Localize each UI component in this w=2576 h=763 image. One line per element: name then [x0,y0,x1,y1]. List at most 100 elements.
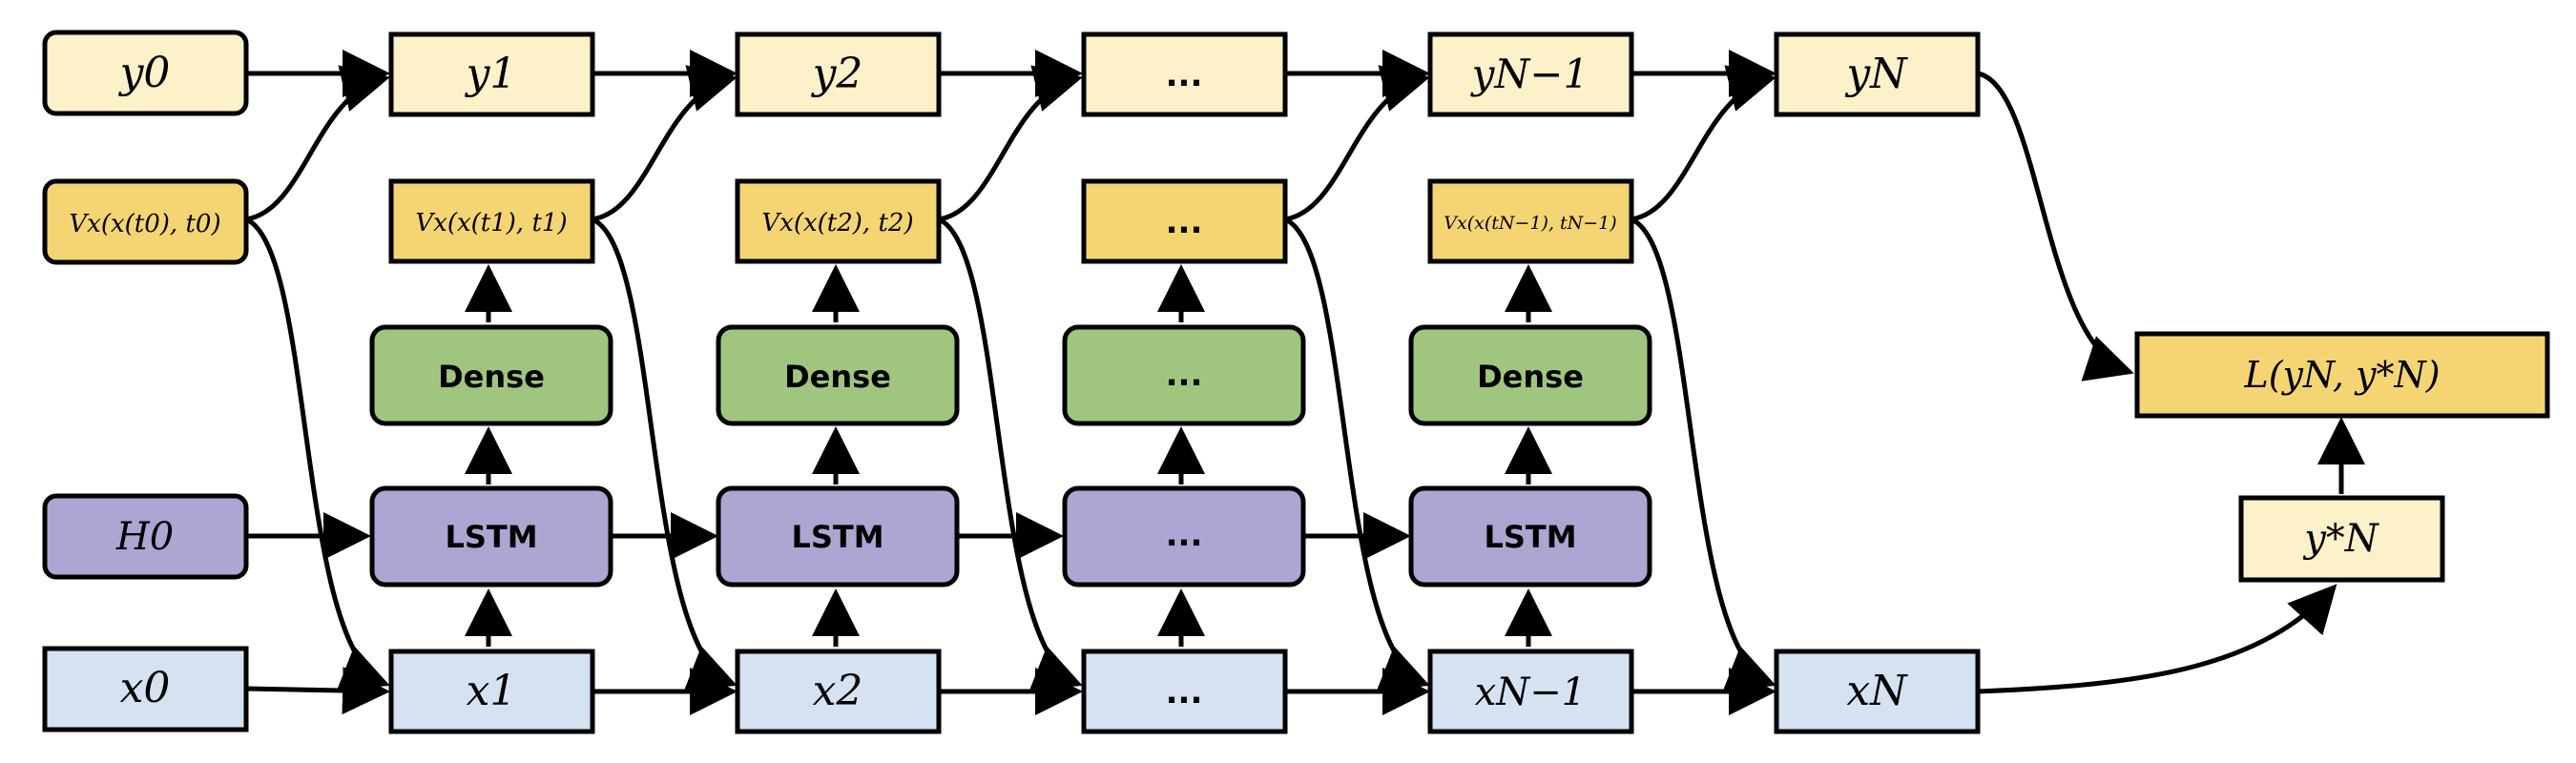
node-v1: Vx(x(t1), t1) [388,178,595,264]
node-y-dots-box [1081,31,1288,117]
node-lstm-dots: ... [1062,485,1306,588]
node-y0: y0 [42,30,249,116]
node-x1: x1 [388,649,595,734]
node-lstm-1: LSTM [369,485,613,588]
node-vN1-label: Vx(x(tN−1), tN−1) [1444,213,1616,234]
node-target: y*N [2238,495,2445,583]
node-h0-box [42,493,249,580]
node-dense-2-box [716,324,960,426]
node-target-label: y*N [2302,517,2380,561]
node-lstm-N1: LSTM [1408,485,1652,588]
node-yN1-label: yN−1 [1470,51,1589,97]
node-y1-box [388,31,595,117]
edge-xN-target [1977,584,2337,694]
node-loss-label: L(yN, y*N) [2243,354,2440,396]
node-yN1-box [1427,31,1634,117]
edge-v0-x1 [244,217,390,691]
edge-vdots-xN1 [1283,217,1430,691]
node-xN: xN [1774,649,1981,734]
node-dense-N1-box [1408,324,1652,426]
node-v1-box [388,178,595,264]
node-x-dots-label: ... [1166,673,1203,711]
edge-vdots-yN1 [1284,65,1430,222]
node-v2-box [735,178,942,264]
node-dense-dots-label: ... [1166,356,1203,394]
node-xN1: xN−1 [1427,649,1634,734]
node-y0-label: y0 [118,49,171,97]
node-v0-label: Vx(x(t0), t0) [69,210,220,238]
edge-v2-xdots [937,217,1083,691]
node-x-dots: ... [1081,649,1288,734]
node-dense-N1-label: Dense [1477,359,1584,395]
edge-v2-ydots [938,65,1083,222]
edge-yN-loss [1977,71,2134,382]
node-x0-label: x0 [120,664,171,712]
node-y2: y2 [735,31,942,117]
node-xN1-label: xN−1 [1475,670,1587,714]
edge-v1-x2 [591,217,737,691]
node-loss-box [2134,331,2550,419]
node-v-dots: ... [1081,178,1288,264]
node-y1: y1 [388,31,595,117]
node-vN1-box [1427,178,1634,264]
node-v1-label: Vx(x(t1), t1) [415,209,567,237]
node-dense-1-label: Dense [438,359,545,395]
node-x1-label: x1 [467,667,517,715]
node-lstm-dots-label: ... [1166,516,1203,554]
node-yN: yN [1774,31,1981,117]
node-target-box [2238,495,2445,583]
edge-v1-y2 [592,65,737,222]
node-xN1-box [1427,649,1634,734]
node-dense-2: Dense [716,324,960,426]
node-v-dots-box [1081,178,1288,264]
edge-x0-x1 [245,667,390,715]
node-h0: H0 [42,493,249,580]
node-v2-label: Vx(x(t2), t2) [761,209,913,237]
node-dense-1: Dense [369,324,613,426]
edges [244,50,2365,715]
node-dense-2-label: Dense [784,359,891,395]
node-x2-box [735,649,942,734]
row-y: y0 y1 y2 ... yN−1 yN [42,30,1981,117]
node-y0-box [42,30,249,116]
node-v2: Vx(x(t2), t2) [735,178,942,264]
node-xN-box [1774,649,1981,734]
edge-v0-y1 [245,65,390,222]
node-y2-label: y2 [811,50,863,98]
edge-vN1-yN [1631,65,1776,222]
node-v0: Vx(x(t0), t0) [42,178,249,265]
node-x1-box [388,649,595,734]
node-lstm-1-box [369,485,613,588]
node-y2-box [735,31,942,117]
node-yN-label: yN [1844,50,1908,98]
node-v-dots-label: ... [1166,203,1203,241]
node-vN1: Vx(x(tN−1), tN−1) [1427,178,1634,264]
node-yN1: yN−1 [1427,31,1634,117]
row-lstm: H0 LSTM LSTM ... LSTM [42,485,1652,588]
node-x0: x0 [42,646,249,732]
row-dense: Dense Dense ... Dense [369,324,1652,426]
node-dense-dots-box [1062,324,1306,426]
node-lstm-N1-box [1408,485,1652,588]
node-lstm-2-label: LSTM [791,519,883,555]
node-xN-label: xN [1846,667,1908,715]
node-y-dots: ... [1081,31,1288,117]
node-h0-label: H0 [115,515,174,559]
node-lstm-dots-box [1062,485,1306,588]
node-lstm-1-label: LSTM [445,519,537,555]
node-dense-1-box [369,324,613,426]
node-lstm-2-box [716,485,960,588]
node-y-dots-label: ... [1166,56,1203,94]
row-x: x0 x1 x2 ... xN−1 xN [42,646,1981,734]
node-x0-box [42,646,249,732]
node-x2: x2 [735,649,942,734]
node-x2-label: x2 [813,667,863,715]
node-lstm-2: LSTM [716,485,960,588]
node-v0-box [42,178,249,265]
node-dense-N1: Dense [1408,324,1652,426]
node-yN-box [1774,31,1981,117]
node-dense-dots: ... [1062,324,1306,426]
row-v: Vx(x(t0), t0) Vx(x(t1), t1) Vx(x(t2), t2… [42,178,1634,265]
edge-vN1-xN [1630,217,1776,691]
